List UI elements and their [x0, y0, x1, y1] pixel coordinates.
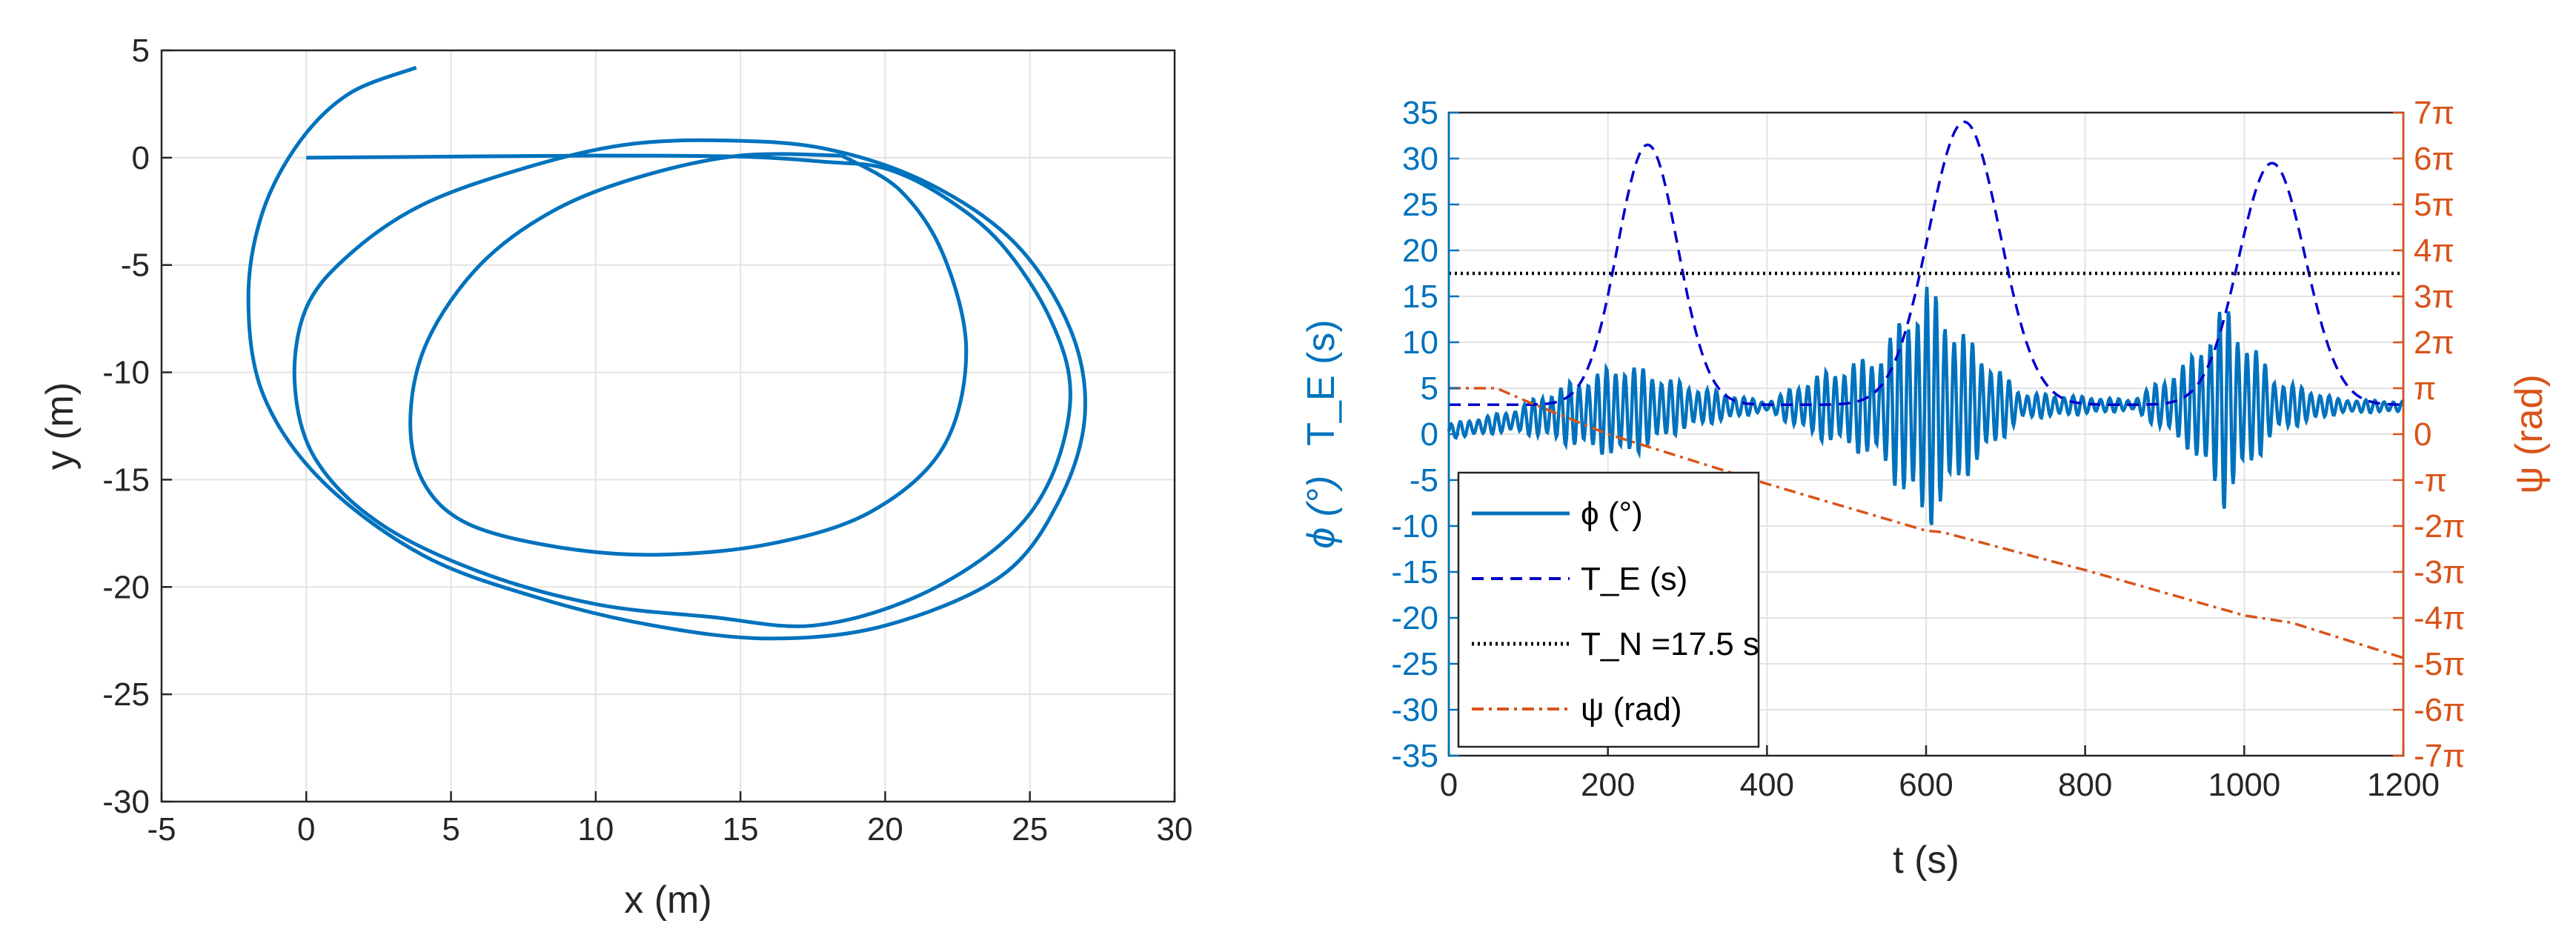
trajectory-y-axis-label: y (m): [39, 382, 82, 470]
time-series-lines: [1447, 120, 2405, 659]
series-phi: [1447, 287, 2405, 525]
left-y-tick-label: 0: [1421, 416, 1438, 453]
x-tick-label: 1200: [2367, 767, 2440, 803]
left-y-tick-label: 25: [1402, 187, 1438, 223]
right-y-tick-label: 4π: [2414, 233, 2454, 269]
left-y-tick-label: -35: [1391, 738, 1438, 774]
y-tick-label: -30: [102, 784, 150, 820]
trajectory-lines: [246, 65, 1087, 641]
right-y-tick-label: -6π: [2414, 692, 2465, 728]
right-y-tick-label: -7π: [2414, 738, 2465, 774]
y-tick-label: -25: [102, 676, 150, 713]
y-tick-label: -15: [102, 462, 150, 498]
time-series-ticks: 0 200 400 600 800 1000 1200-35-30-25-20-15-10-…: [1391, 95, 2465, 803]
series-trajectory-inner: [408, 152, 969, 557]
left-y-tick-label: -25: [1391, 646, 1438, 682]
x-tick-label: 800: [2058, 767, 2112, 803]
time-series-left-y-axis-label: ϕ (°) T_E (s): [1300, 319, 1343, 548]
right-y-tick-label: 2π: [2414, 324, 2454, 361]
legend-label: ϕ (°): [1581, 496, 1643, 532]
y-tick-label: -10: [102, 355, 150, 391]
legend-label: T_E (s): [1581, 561, 1687, 597]
y-tick-label: -20: [102, 569, 150, 605]
left-y-tick-label: 15: [1402, 279, 1438, 315]
left-y-tick-label: -20: [1391, 600, 1438, 636]
right-y-tick-label: -π: [2414, 462, 2447, 499]
trajectory-chart: -5 0 5 10 15 20 25 30-30-25-20-15-10-505 x (m) …: [39, 33, 1192, 922]
right-y-tick-label: 0: [2414, 416, 2431, 453]
left-y-tick-label: -15: [1391, 554, 1438, 590]
left-y-tick-label: 35: [1402, 95, 1438, 131]
right-y-tick-label: 5π: [2414, 187, 2454, 223]
y-tick-label: 5: [132, 33, 150, 69]
series-te: [1449, 120, 2404, 407]
right-y-tick-label: -2π: [2414, 508, 2465, 545]
x-tick-label: 400: [1740, 767, 1794, 803]
right-y-tick-label: 3π: [2414, 279, 2454, 315]
time-series-x-axis-label: t (s): [1893, 839, 1959, 882]
right-y-tick-label: 7π: [2414, 95, 2454, 131]
x-tick-label: 0: [1440, 767, 1458, 803]
left-y-tick-label: 20: [1402, 233, 1438, 269]
x-tick-label: 600: [1899, 767, 1953, 803]
x-tick-label: 25: [1012, 811, 1048, 848]
te-axis-label: T_E (s): [1300, 319, 1343, 445]
left-y-tick-label: -10: [1391, 508, 1438, 545]
right-y-tick-label: -4π: [2414, 600, 2465, 636]
x-tick-label: 15: [723, 811, 759, 848]
left-y-tick-label: 30: [1402, 141, 1438, 177]
right-y-tick-label: -3π: [2414, 554, 2465, 590]
x-tick-label: 5: [442, 811, 459, 848]
right-y-tick-label: 6π: [2414, 141, 2454, 177]
trajectory-x-axis-label: x (m): [624, 879, 711, 922]
trajectory-grid: [161, 50, 1175, 802]
x-tick-label: -5: [147, 811, 176, 848]
legend-label: T_N =17.5 s: [1581, 626, 1759, 662]
right-y-tick-label: π: [2414, 370, 2436, 407]
x-tick-label: 20: [867, 811, 903, 848]
phi-axis-label: ϕ (°): [1300, 476, 1343, 549]
time-series-legend: ϕ (°) T_E (s) T_N =17.5 s ψ (rad): [1457, 471, 1760, 748]
x-tick-label: 1000: [2208, 767, 2280, 803]
x-tick-label: 10: [577, 811, 614, 848]
left-y-tick-label: 5: [1421, 370, 1438, 407]
right-y-tick-label: -5π: [2414, 646, 2465, 682]
time-series-chart: 0 200 400 600 800 1000 1200-35-30-25-20-15-10-…: [1300, 95, 2551, 882]
left-y-tick-label: -30: [1391, 692, 1438, 728]
trajectory-axes-box: [160, 49, 1176, 803]
series-trajectory: [246, 65, 1087, 641]
x-tick-label: 30: [1157, 811, 1193, 848]
time-series-right-y-axis-label: ψ (rad): [2508, 374, 2551, 493]
trajectory-ticks: -5 0 5 10 15 20 25 30 -30 -25 -20 -15 -10 -5 0 5: [102, 33, 1192, 848]
left-y-tick-label: -5: [1410, 462, 1438, 499]
legend-box: [1457, 471, 1760, 748]
y-tick-label: 0: [132, 140, 150, 176]
y-tick-label: -5: [121, 247, 150, 284]
x-tick-label: 200: [1581, 767, 1635, 803]
left-y-tick-label: 10: [1402, 324, 1438, 361]
legend-label: ψ (rad): [1581, 691, 1682, 728]
x-tick-label: 0: [297, 811, 315, 848]
